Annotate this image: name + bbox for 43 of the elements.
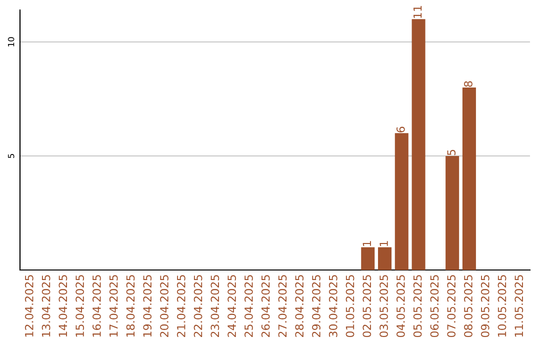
x-tick-label: 30.04.2025 — [328, 275, 338, 337]
bar — [394, 133, 408, 270]
x-tick-label: 14.04.2025 — [58, 275, 68, 337]
x-tick-label: 23.04.2025 — [210, 275, 220, 337]
x-tick-label: 06.05.2025 — [430, 275, 439, 338]
x-tick-label: 11.05.2025 — [514, 275, 524, 337]
x-tick-label: 24.04.2025 — [228, 275, 236, 337]
x-tick-label: 10.05.2025 — [498, 275, 506, 337]
x-tick-label: 17.04.2025 — [109, 275, 118, 337]
bar — [462, 88, 476, 270]
x-tick-label: 12.04.2025 — [24, 275, 34, 337]
x-tick-label: 27.04.2025 — [278, 275, 287, 337]
x-tick-label: 15.04.2025 — [76, 275, 84, 337]
x-tick-label: 04.05.2025 — [396, 275, 405, 338]
x-tick-label: 05.05.2025 — [413, 275, 422, 338]
x-tick-label: 20.04.2025 — [160, 275, 168, 337]
x-tick-label: 22.04.2025 — [194, 275, 202, 337]
bar — [378, 247, 392, 270]
x-tick-label: 29.04.2025 — [312, 275, 320, 337]
data-label: 1 — [362, 241, 371, 246]
x-tick-label: 26.04.2025 — [261, 275, 270, 337]
bar — [412, 19, 426, 270]
bar — [446, 156, 460, 270]
x-tick-label: 16.04.2025 — [92, 275, 101, 337]
x-tick-label: 19.04.2025 — [143, 275, 152, 337]
data-label: 5 — [447, 150, 456, 156]
x-tick-label: 25.04.2025 — [244, 275, 253, 337]
x-tick-label: 03.05.2025 — [380, 275, 388, 338]
x-tick-label: 09.05.2025 — [480, 275, 490, 338]
x-tick-label: 13.04.2025 — [42, 275, 50, 337]
x-tick-label: 08.05.2025 — [464, 275, 472, 338]
x-tick-label: 02.05.2025 — [362, 275, 372, 338]
data-label: 11 — [414, 6, 422, 18]
data-label: 1 — [380, 241, 388, 246]
x-tick-label: 07.05.2025 — [447, 275, 456, 338]
bar — [361, 247, 375, 270]
x-tick-label: 21.04.2025 — [176, 275, 186, 337]
data-label: 6 — [396, 126, 405, 132]
data-label: 8 — [464, 81, 472, 87]
y-tick-label: 10 — [8, 37, 14, 46]
x-tick-label: 28.04.2025 — [295, 275, 304, 337]
x-tick-label: 18.04.2025 — [126, 275, 135, 337]
x-tick-label: 01.05.2025 — [346, 275, 354, 338]
